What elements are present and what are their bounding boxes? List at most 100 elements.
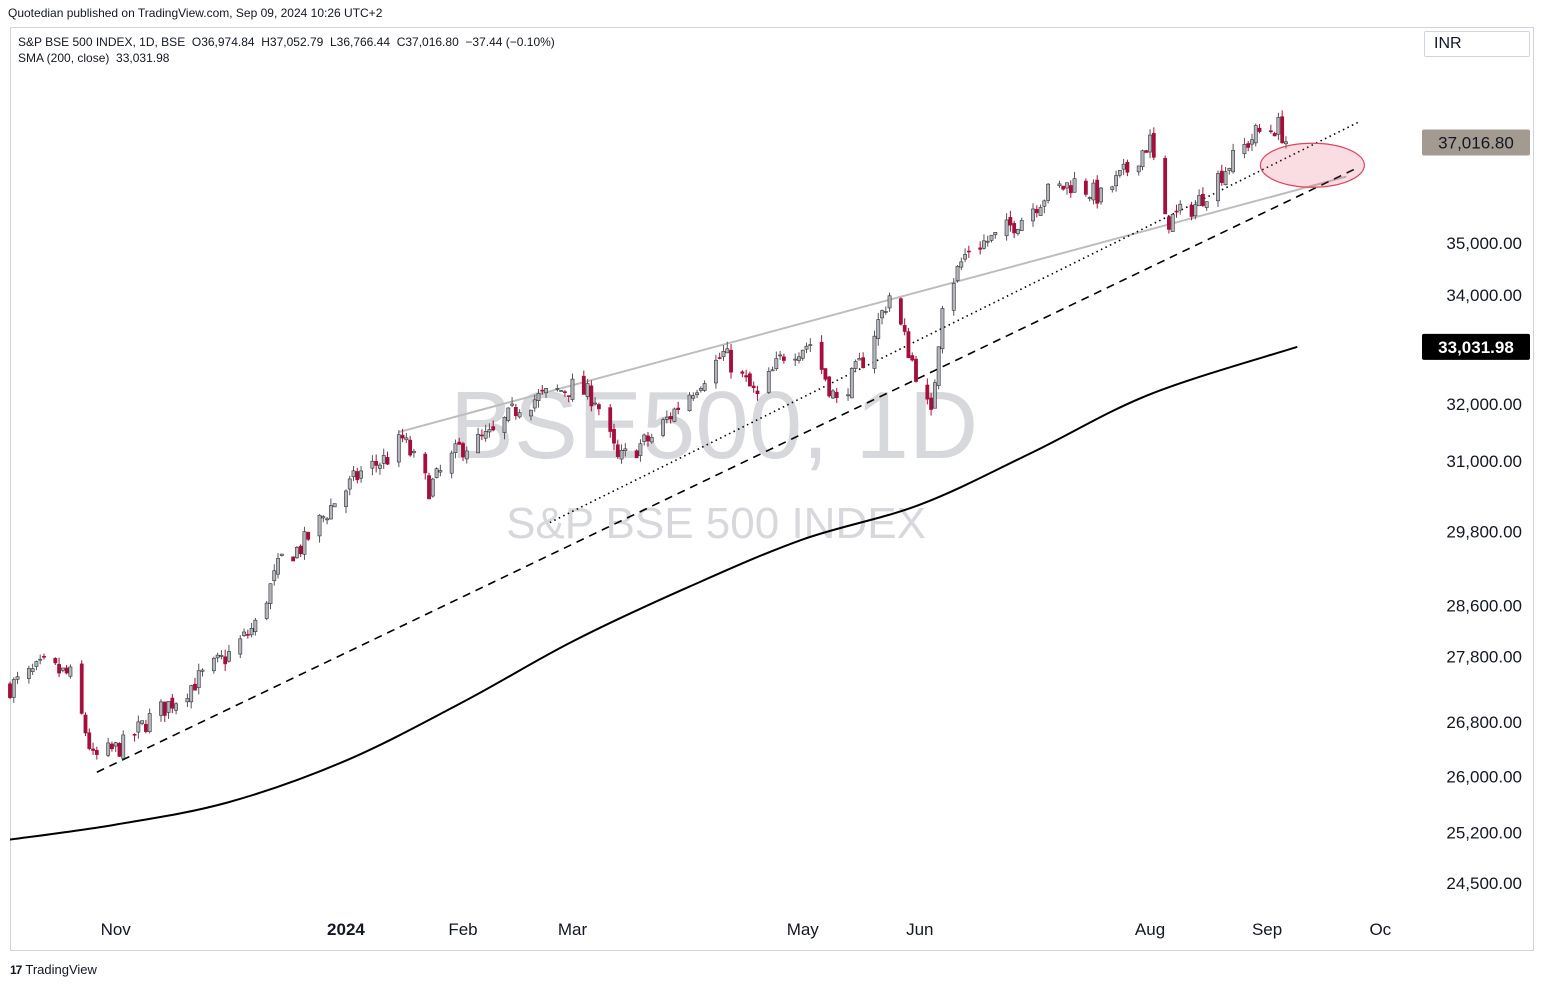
candle-body — [491, 426, 496, 431]
candle-body — [11, 679, 16, 698]
watermark-subtitle: S&P BSE 500 INDEX — [506, 499, 926, 548]
candle-body — [1246, 143, 1251, 148]
sma-legend[interactable]: SMA (200, close) 33,031.98 — [18, 51, 170, 65]
y-tick-label: 26,000.00 — [1446, 767, 1522, 786]
candle-body — [585, 383, 590, 397]
candle-body — [966, 250, 971, 253]
candle-body — [1019, 220, 1024, 231]
candle-body — [1008, 217, 1013, 226]
candle-body — [1242, 144, 1247, 155]
candle-body — [1216, 173, 1220, 202]
candle-body — [1272, 133, 1277, 137]
candle-body — [857, 358, 862, 361]
y-tick-label: 31,000.00 — [1446, 452, 1522, 471]
candle-body — [544, 388, 548, 394]
highlight-group — [1259, 142, 1365, 188]
candle-body — [729, 349, 733, 373]
candle-body — [1125, 161, 1130, 173]
candle-body — [162, 701, 167, 716]
chart-frame — [10, 27, 1534, 951]
candle-body — [268, 583, 273, 604]
candle-body — [1174, 210, 1179, 213]
candle-body — [751, 385, 756, 388]
candle-body — [449, 452, 454, 474]
time-axis[interactable]: Nov 2024 Feb Mar May Jun Aug Sep Oc — [101, 920, 1392, 939]
candle-body — [113, 742, 118, 747]
candle-body — [453, 443, 458, 454]
candle-body — [1140, 150, 1145, 168]
candle-body — [174, 703, 179, 711]
candle-body — [298, 545, 303, 555]
last-price-label: 37,016.80 — [1438, 133, 1514, 152]
candle-body — [898, 298, 903, 325]
candle-body — [1163, 157, 1168, 215]
candle-body — [279, 553, 284, 556]
candle-body — [223, 656, 228, 665]
candle-body — [1099, 187, 1103, 203]
candle-body — [887, 295, 892, 309]
candle-body — [529, 409, 533, 417]
candle-body — [1034, 209, 1039, 214]
candle-body — [1148, 134, 1152, 153]
candle-body — [555, 388, 560, 390]
candle-body — [721, 351, 726, 358]
candle-body — [1016, 229, 1020, 234]
candle-body — [302, 531, 307, 555]
publish-info: Quotedian published on TradingView.com, … — [8, 6, 383, 20]
candle-body — [483, 431, 488, 439]
candle-body — [1117, 170, 1122, 176]
candle-body — [834, 392, 839, 398]
tradingview-logo-icon: 17 — [10, 962, 22, 977]
candle-body — [619, 450, 624, 460]
candle-body — [479, 434, 484, 437]
candle-body — [668, 416, 673, 420]
candle-body — [725, 348, 730, 354]
candle-body — [846, 394, 850, 397]
candle-body — [1110, 186, 1115, 190]
candle-body — [804, 345, 809, 350]
candle-body — [929, 397, 934, 410]
candle-body — [1061, 185, 1066, 190]
currency-selector[interactable]: INR — [1424, 31, 1530, 57]
candle-body — [117, 743, 122, 757]
candle-body — [325, 518, 330, 521]
candle-body — [1046, 183, 1051, 201]
candle-body — [540, 389, 545, 392]
candle-body — [985, 240, 990, 243]
candle-body — [1257, 127, 1262, 132]
y-tick-label: 24,500.00 — [1446, 874, 1522, 893]
x-tick-label: 2024 — [327, 920, 365, 939]
candle-body — [170, 697, 175, 709]
candle-body — [819, 341, 824, 370]
candle-body — [408, 439, 413, 456]
candle-body — [664, 416, 669, 420]
candle-body — [291, 556, 296, 562]
price-labels: 37,016.80 33,031.98 — [1422, 129, 1530, 360]
candle-body — [396, 434, 401, 463]
candle-body — [1189, 204, 1194, 217]
candle-body — [374, 461, 379, 466]
candle-body — [1114, 175, 1118, 187]
candle-body — [940, 308, 945, 350]
candle-body — [423, 453, 428, 474]
candle-body — [1144, 150, 1149, 153]
candle-body — [185, 698, 190, 703]
candle-body — [26, 668, 31, 679]
candle-body — [215, 654, 220, 659]
candle-body — [593, 402, 598, 405]
price-axis[interactable]: 35,000.00 34,000.00 32,000.00 31,000.00 29,8… — [1446, 234, 1522, 893]
x-tick-label: Nov — [101, 920, 132, 939]
x-tick-label: Jun — [906, 920, 933, 939]
candle-body — [15, 676, 20, 680]
symbol-legend[interactable]: S&P BSE 500 INDEX, 1D, BSE O36,974.84 H3… — [18, 35, 555, 49]
candle-body — [959, 261, 964, 268]
candle-body — [91, 748, 95, 751]
candle-body — [38, 658, 43, 661]
candle-body — [906, 331, 911, 359]
candle-body — [1197, 195, 1202, 207]
candle-body — [566, 395, 571, 397]
candle-body — [880, 310, 884, 319]
candle-body — [1057, 183, 1062, 187]
candle-body — [1204, 201, 1209, 208]
